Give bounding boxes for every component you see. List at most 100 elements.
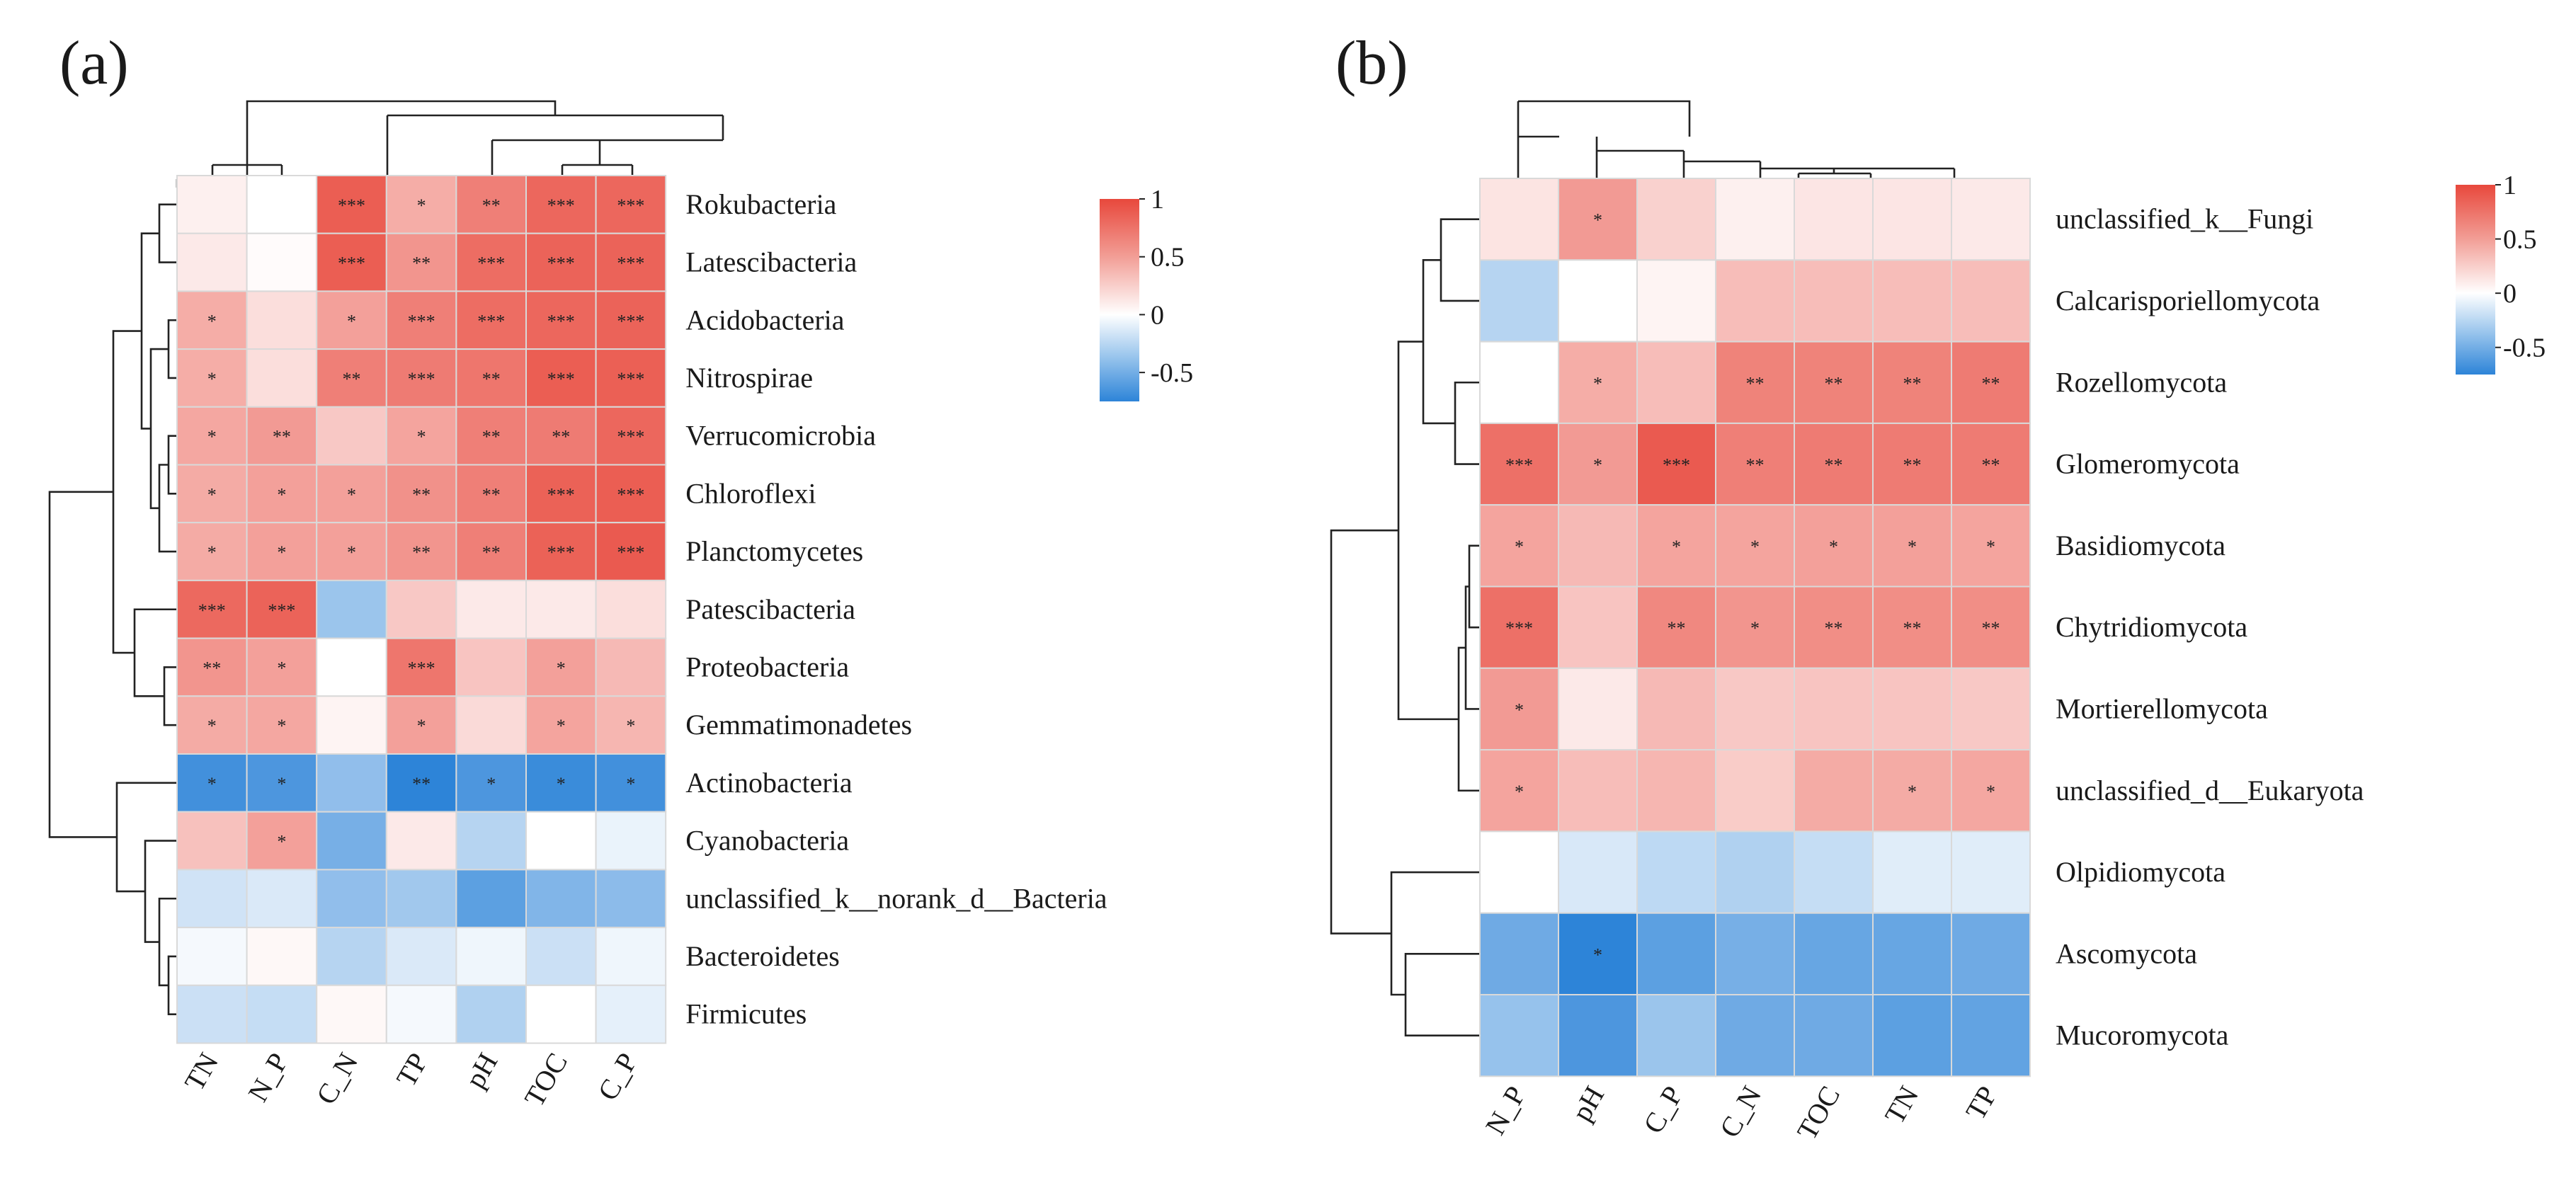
significance-mark: * [277, 832, 286, 852]
heatmap-cell [455, 348, 528, 408]
significance-mark: ** [1825, 455, 1843, 476]
heatmap-cell [385, 637, 457, 697]
heatmap-cell [1951, 178, 2031, 261]
row-label: Latescibacteria [685, 246, 857, 278]
panel-b-row-labels: unclassified_k__Fungi Calcarisporiellomyc… [2056, 203, 2364, 1051]
heatmap-cell [316, 348, 387, 408]
significance-mark: * [1515, 537, 1524, 557]
heatmap-cell [246, 869, 318, 929]
significance-mark: *** [338, 253, 365, 274]
heatmap-cell [1636, 585, 1716, 669]
column-label: TN [178, 1048, 224, 1097]
row-dendrogram-branch [133, 608, 177, 697]
heatmap-cell [595, 232, 667, 292]
significance-mark: *** [1505, 455, 1533, 476]
heatmap-cell [525, 522, 597, 581]
significance-mark: *** [338, 195, 365, 216]
significance-mark: *** [408, 311, 435, 331]
significance-mark: ** [482, 195, 501, 216]
row-label: Verrucomicrobia [685, 420, 876, 452]
significance-mark: *** [477, 253, 505, 274]
significance-mark: * [207, 484, 217, 505]
significance-mark: *** [617, 542, 644, 563]
significance-mark: *** [547, 369, 575, 389]
heatmap-cell [525, 753, 597, 813]
significance-mark: * [557, 774, 566, 794]
row-dendrogram-branch [167, 955, 177, 1015]
heatmap-cell [1951, 830, 2031, 914]
heatmap-cell [595, 695, 667, 755]
heatmap-cell [316, 232, 387, 292]
heatmap-cell [455, 406, 528, 466]
significance-mark: * [1986, 782, 1995, 802]
row-label: Planctomycetes [685, 535, 863, 567]
heatmap-cell [595, 348, 667, 408]
heatmap-cell [1794, 259, 1874, 343]
row-label: Chloroflexi [685, 477, 816, 509]
heatmap-cell [1558, 504, 1638, 588]
row-label: Gemmatimonadetes [685, 709, 912, 741]
panel-a-legend-bar [1100, 199, 1139, 401]
heatmap-cell [1794, 749, 1874, 833]
significance-mark: *** [617, 311, 644, 331]
heatmap-cell [246, 348, 318, 408]
row-label: Acidobacteria [685, 304, 845, 336]
row-label: Basidiomycota [2056, 530, 2225, 561]
heatmap-cell [1715, 341, 1795, 424]
row-label: unclassified_k__norank_d__Bacteria [685, 882, 1107, 914]
significance-mark: ** [1982, 373, 2000, 394]
heatmap-cell [1636, 259, 1716, 343]
heatmap-cell [385, 869, 457, 929]
heatmap-cell [176, 869, 248, 929]
heatmap-cell [1558, 994, 1638, 1078]
heatmap-cell [1951, 341, 2031, 424]
heatmap-cell [1479, 341, 1559, 424]
heatmap-cell [176, 290, 248, 350]
row-label: Chytridiomycota [2056, 611, 2247, 643]
significance-mark: * [1593, 210, 1602, 231]
heatmap-cell [595, 753, 667, 813]
heatmap-cell [455, 290, 528, 350]
column-label: C_P [1637, 1080, 1689, 1138]
heatmap-cell [595, 579, 667, 639]
significance-mark: * [557, 716, 566, 736]
heatmap-cell [595, 464, 667, 524]
heatmap-cell [525, 984, 597, 1044]
heatmap-cell [176, 753, 248, 813]
significance-mark: * [207, 369, 217, 389]
panel-b-column-dendrogram [1481, 100, 1956, 181]
heatmap-cell [1794, 341, 1874, 424]
legend-tick-label: 0 [1151, 300, 1164, 330]
significance-mark: * [347, 311, 356, 331]
row-label: Calcarisporiellomycota [2056, 285, 2320, 316]
significance-mark: * [1515, 782, 1524, 802]
significance-mark: *** [198, 600, 226, 621]
significance-mark: ** [343, 369, 361, 389]
significance-mark: * [486, 774, 496, 794]
heatmap-cell [385, 695, 457, 755]
heatmap-cell [1479, 178, 1559, 261]
significance-mark: * [1829, 537, 1838, 557]
heatmap-cell [246, 290, 318, 350]
heatmap-cell [455, 811, 528, 871]
heatmap-cell [595, 406, 667, 466]
significance-mark: *** [268, 600, 295, 621]
heatmap-cell [525, 232, 597, 292]
significance-mark: ** [552, 427, 570, 447]
significance-mark: ** [203, 658, 221, 678]
row-label: Nitrospirae [685, 362, 813, 394]
panel-b-legend-bar [2456, 185, 2495, 375]
heatmap-cell [246, 175, 318, 234]
heatmap-cell [595, 290, 667, 350]
significance-mark: * [207, 542, 217, 563]
heatmap-cell [1951, 994, 2031, 1078]
heatmap-cell [525, 175, 597, 234]
heatmap-cell [525, 869, 597, 929]
row-dendrogram-branch [48, 491, 117, 838]
row-dendrogram-branch [144, 840, 177, 943]
significance-mark: *** [547, 253, 575, 274]
heatmap-cell [316, 464, 387, 524]
panel-a-label: (a) [59, 29, 129, 98]
row-dendrogram-branch [115, 782, 177, 893]
legend-tick-label: -0.5 [2503, 333, 2546, 363]
